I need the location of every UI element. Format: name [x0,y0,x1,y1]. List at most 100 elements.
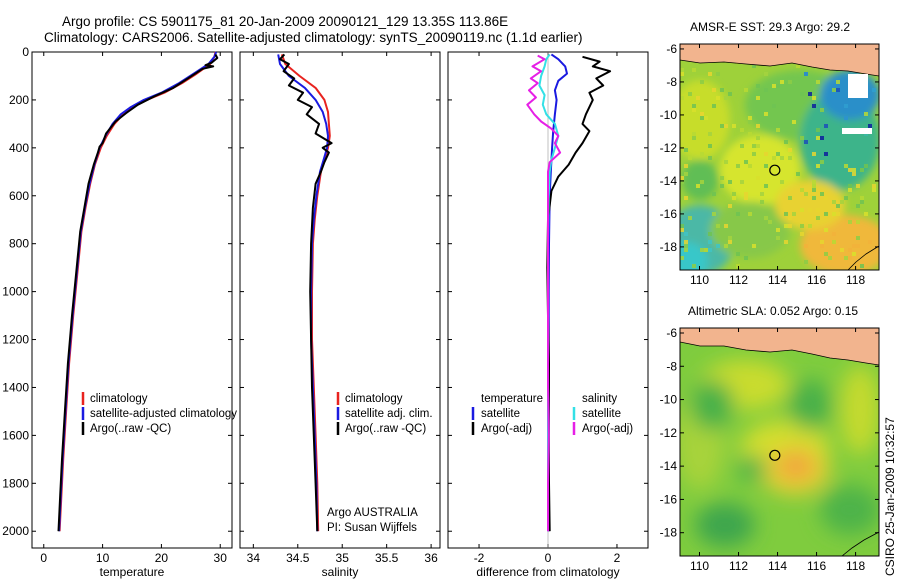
sst-pixel [804,140,808,144]
x-tick-label: 36 [424,551,438,565]
map-y-tick-label: -6 [666,42,677,56]
sst-pixel [764,88,768,92]
sla_map-frame [679,327,880,557]
sst-pixel [764,72,768,76]
sst-pixel [732,124,736,128]
sst-pixel [824,196,828,200]
map-x-tick-label: 118 [846,273,865,287]
sst-pixel [724,96,728,100]
sst-pixel [856,236,860,240]
y-tick-label: 200 [9,93,29,107]
y-tick-label: 0 [22,45,29,59]
sst-pixel [752,144,756,148]
x-tick-label: 2 [614,551,621,565]
sst-pixel [716,96,720,100]
header-line-2: Climatology: CARS2006. Satellite-adjuste… [44,30,583,45]
sst-pixel [784,240,788,244]
sst-pixel [768,220,772,224]
x-tick-label: 0 [40,551,47,565]
sst-pixel [700,180,704,184]
sst-pixel [800,224,804,228]
map-x-tick-label: 112 [729,273,748,287]
salinity-legend-satellite: satellite adj. clim. [345,408,433,420]
sst-pixel [680,96,684,100]
sst-pixel [704,248,708,252]
sst-pixel [688,156,692,160]
sst-pixel [852,168,856,172]
sst-pixel [708,72,712,76]
map-y-tick-label: -8 [666,75,677,89]
sst-pixel [752,152,756,156]
sst-pixel [788,148,792,152]
sst-pixel [744,192,748,196]
sst-pixel [756,144,760,148]
sst-pixel [776,152,780,156]
sst-blobs [680,70,879,270]
header-line-1: Argo profile: CS 5901175_81 20-Jan-2009 … [62,14,508,29]
sst-pixel [856,184,860,188]
sst-pixel [728,92,732,96]
sst-pixel [776,128,780,132]
sst-pixel [824,212,828,216]
sst-pixel [760,192,764,196]
map-y-tick-label: -14 [660,459,678,473]
sst-pixel [788,216,792,220]
sst-pixel [780,156,784,160]
sla-coastline [841,531,879,556]
sst-pixel [816,216,820,220]
sst-pixel [740,180,744,184]
sst-pixel [692,264,696,268]
sst-pixel [692,104,696,108]
sst-pixel [848,256,852,260]
map-x-tick-label: 112 [729,559,748,573]
sst-pixel [852,244,856,248]
sst-pixel [836,88,840,92]
sst-pixel [756,96,760,100]
sst-pixel [824,228,828,232]
sst-pixel [860,196,864,200]
sst-pixel [692,68,696,72]
sst-pixel [764,184,768,188]
sst-pixel [716,244,720,248]
sst-pixel [728,180,732,184]
sst-pixel [712,192,716,196]
sst-pixel [684,240,688,244]
sst-pixel [816,80,820,84]
sst-pixel [812,196,816,200]
sst-pixel [800,92,804,96]
sst-pixel [788,80,792,84]
sla-map-title: Altimetric SLA: 0.052 Argo: 0.15 [688,304,858,318]
sst-pixel [872,188,876,192]
sst-pixel [844,116,848,120]
map-y-tick-label: -12 [660,426,678,440]
sst-pixel [844,104,848,108]
sst-pixel [748,164,752,168]
sst-pixel [792,120,796,124]
sst-pixel [832,200,836,204]
sst-pixel [684,172,688,176]
sst-pixel [872,184,876,188]
sst-pixel [856,244,860,248]
sst-pixel [716,72,720,76]
sst-pixel [788,224,792,228]
sst-pixel [812,184,816,188]
sst-pixel [852,172,856,176]
sst-pixel [752,244,756,248]
temperature-legend: climatology satellite-adjusted climatolo… [81,392,237,435]
series-argo-raw-qc- [279,53,333,532]
sst-pixel [784,224,788,228]
x-tick-label: -2 [474,551,485,565]
sst-pixel [832,240,836,244]
salinity-legend-argo: Argo(..raw -QC) [345,423,426,435]
sla-blob [695,503,755,547]
sst-pixel [680,72,684,76]
sst-pixel [776,84,780,88]
sst-pixel [840,248,844,252]
sst-pixel [748,132,752,136]
sst-coastline [847,245,879,270]
sst-pixel [780,80,784,84]
map-y-tick-label: -18 [660,526,678,540]
sst-pixel [836,212,840,216]
sst-pixel [700,248,704,252]
sst-pixel [740,128,744,132]
